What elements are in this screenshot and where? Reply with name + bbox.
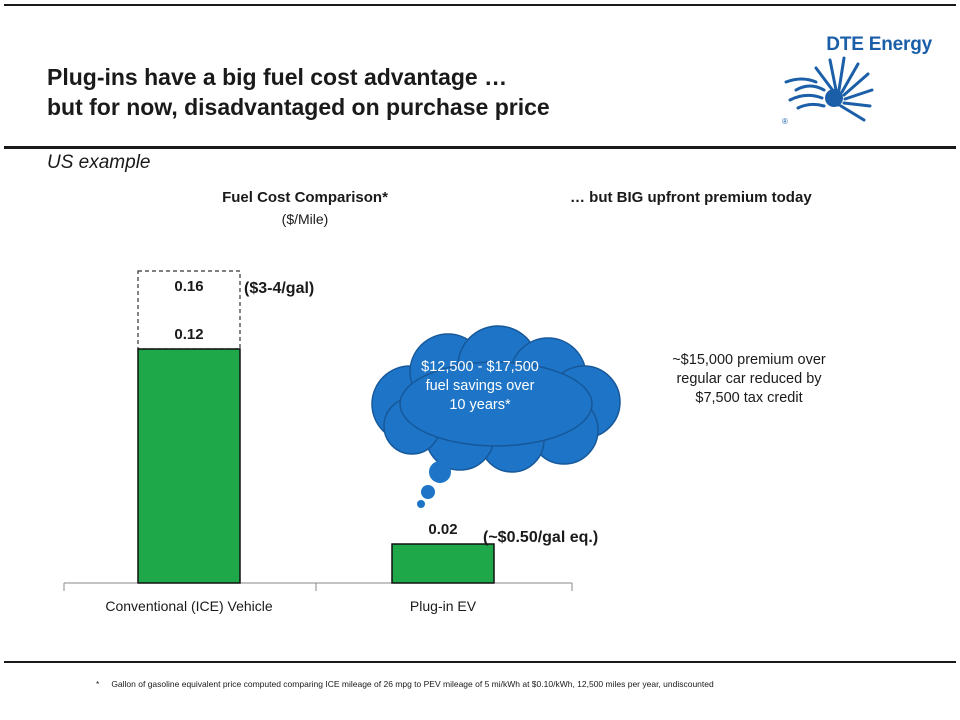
right-panel-heading: … but BIG upfront premium today [570, 189, 812, 206]
logo-wordmark: DTE Energy [826, 34, 932, 55]
x-tick-label-ice: Conventional (ICE) Vehicle [105, 598, 273, 614]
premium-line-3: $7,500 tax credit [695, 390, 803, 406]
slide-title: Plug-ins have a big fuel cost advantage … [47, 62, 767, 122]
footnote: * Gallon of gasoline equivalent price com… [96, 679, 714, 689]
footnote-mark: * [96, 679, 100, 689]
bar-plug-in-ev [391, 543, 495, 584]
savings-thought-cloud [371, 325, 621, 508]
ice-gas-price-annotation: ($3-4/gal) [244, 280, 314, 297]
footnote-text: Gallon of gasoline equivalent price comp… [111, 679, 714, 689]
page-subtitle: US example [47, 152, 151, 173]
chart-unit: ($/Mile) [281, 211, 329, 227]
ev-gas-equivalent-annotation: (~$0.50/gal eq.) [483, 529, 598, 546]
premium-description: ~$15,000 premium over regular car reduce… [640, 351, 858, 408]
footer-rule [4, 661, 956, 663]
sun-logo-icon: ® [782, 56, 874, 126]
top-rule [4, 4, 956, 6]
dte-energy-logo: DTE Energy ® [776, 28, 946, 128]
data-label-upper: 0.16 [174, 278, 203, 295]
cloud-line-2: fuel savings over [425, 378, 535, 394]
premium-line-1: ~$15,000 premium over [672, 352, 826, 368]
chart-title: Fuel Cost Comparison* [222, 189, 388, 206]
data-label-ev: 0.02 [428, 521, 457, 538]
data-label-ice: 0.12 [174, 326, 203, 343]
cloud-line-1: $12,500 - $17,500 [421, 359, 539, 375]
title-line-2: but for now, disadvantaged on purchase p… [47, 94, 550, 120]
premium-line-2: regular car reduced by [676, 371, 822, 387]
bar-conventional-ice [137, 348, 241, 584]
x-tick-label-ev: Plug-in EV [410, 598, 477, 614]
header-rule [4, 146, 956, 149]
cloud-line-3: 10 years* [449, 397, 511, 413]
cloud-savings-text: $12,500 - $17,500 fuel savings over 10 y… [380, 358, 580, 415]
logo-registered-mark: ® [782, 117, 788, 126]
title-line-1: Plug-ins have a big fuel cost advantage … [47, 64, 508, 90]
